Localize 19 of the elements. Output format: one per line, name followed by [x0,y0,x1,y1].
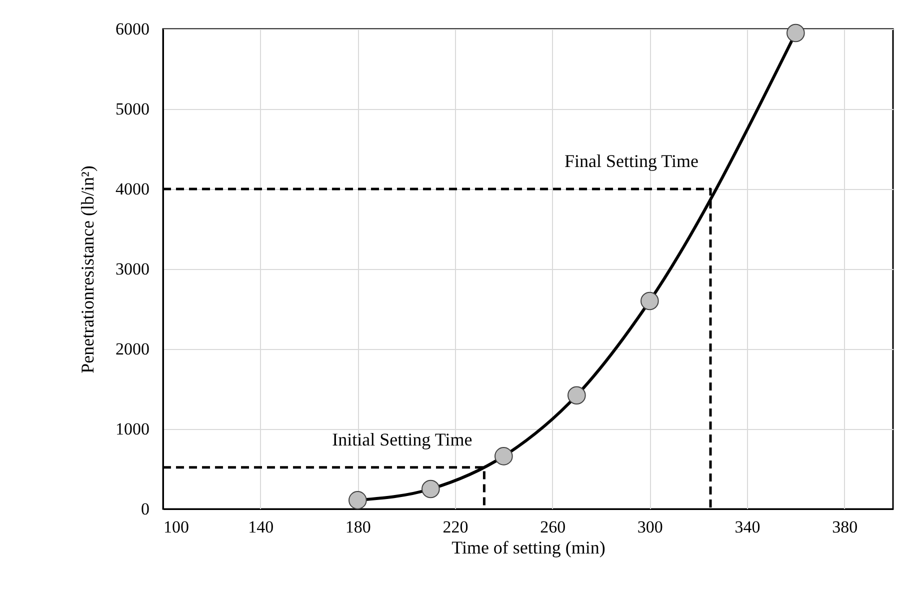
x-tick-label: 140 [248,518,274,536]
x-axis-title: Time of setting (min) [452,538,606,558]
x-tick-label: 100 [164,518,189,536]
y-tick-label: 4000 [116,180,150,198]
x-tick-label: 220 [442,518,468,536]
x-tick-label: 180 [345,518,371,536]
annotation: Initial Setting Time [332,429,472,450]
x-tick-label: 340 [734,518,760,536]
y-tick-label: 6000 [116,20,150,38]
y-tick-label: 3000 [116,260,150,278]
x-tick-label: 380 [832,518,858,536]
annotation: Final Setting Time [564,151,698,171]
y-tick-label: 1000 [116,420,150,438]
x-tick-label: 260 [540,518,566,536]
y-tick-label: 0 [141,500,150,518]
x-tick-label: 300 [637,518,663,536]
y-tick-label: 2000 [116,340,150,358]
y-tick-label: 5000 [116,100,150,118]
y-axis-title: Penetrationresistance (lb/in²) [78,166,98,374]
